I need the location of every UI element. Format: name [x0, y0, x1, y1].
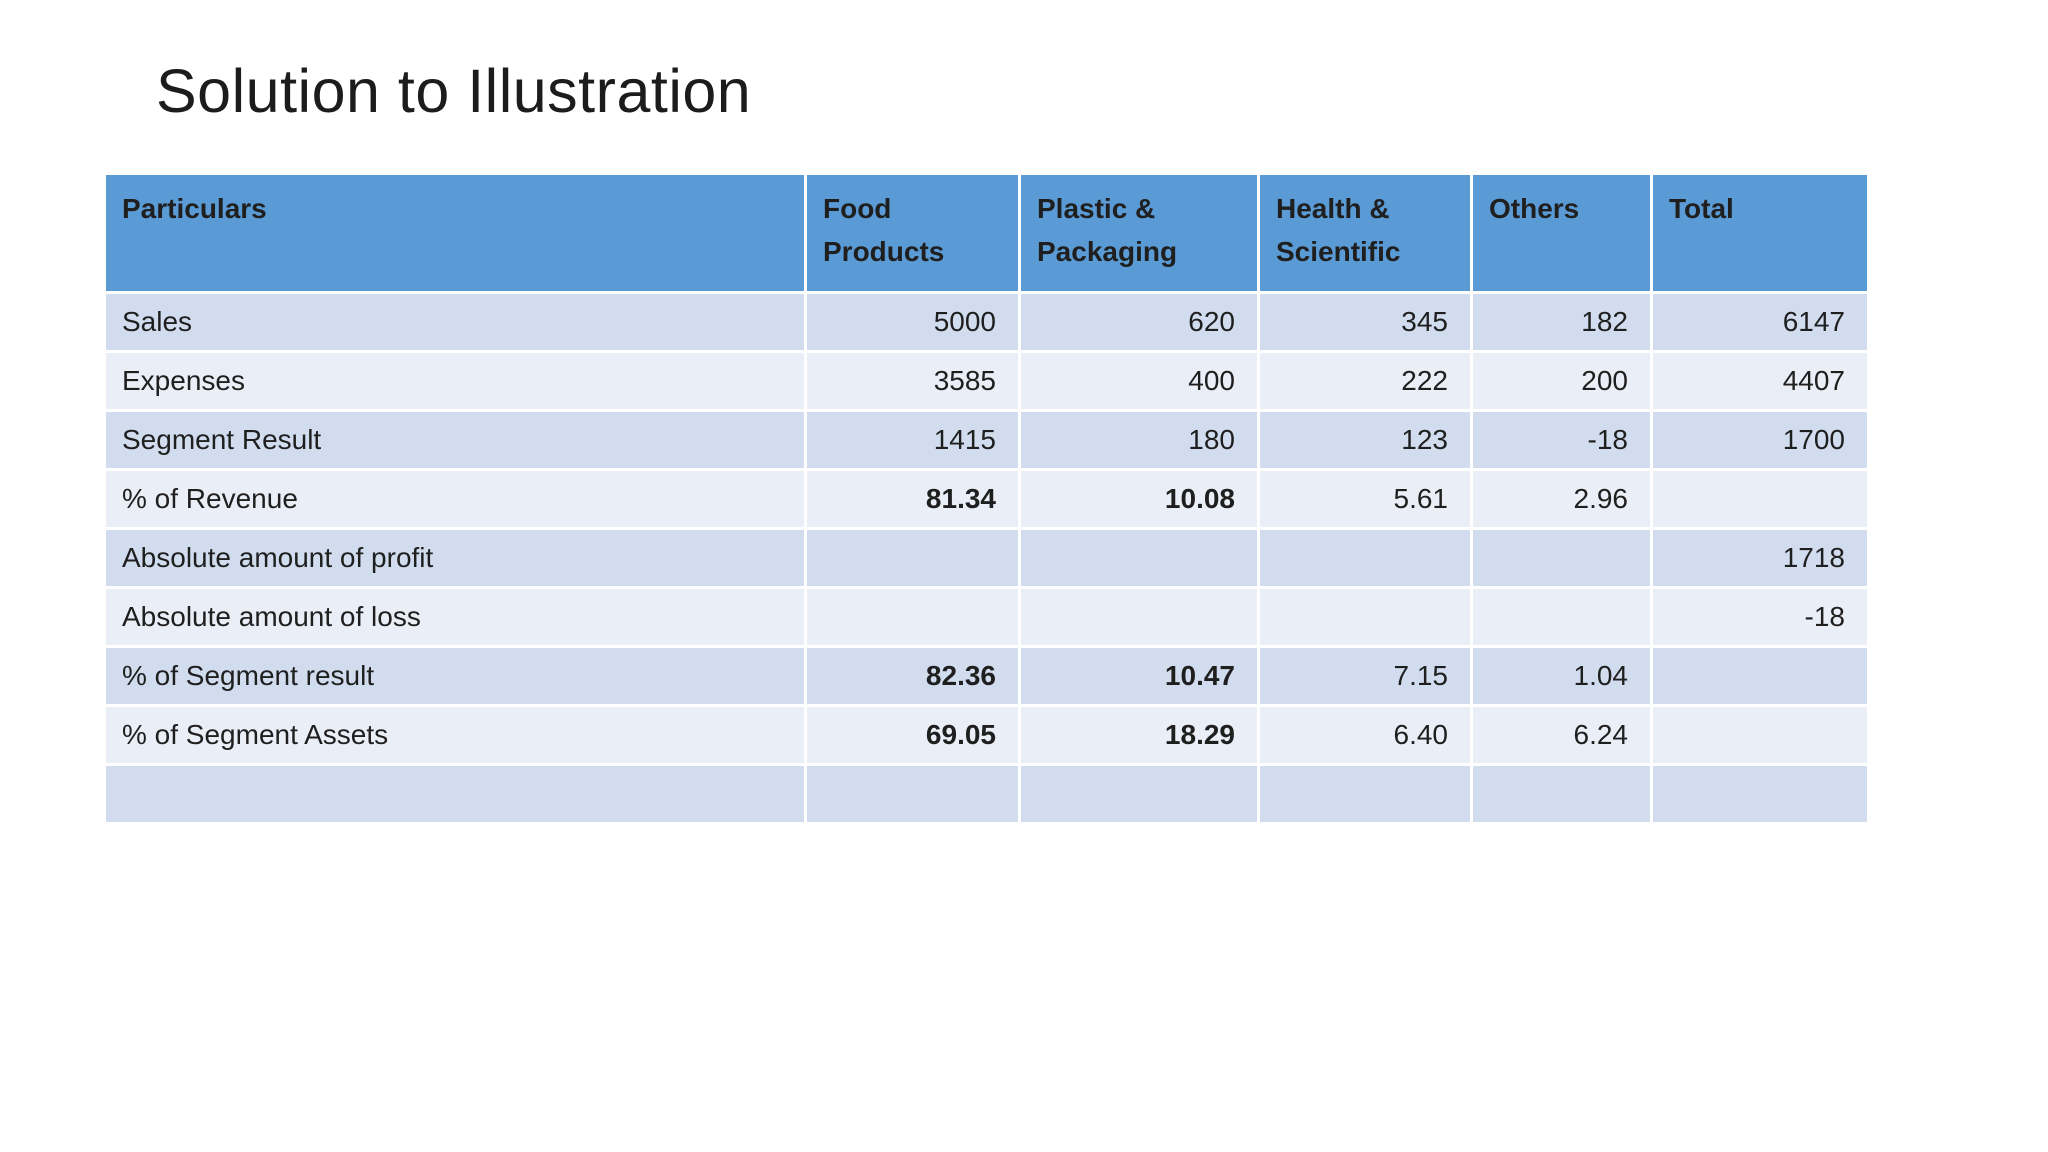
table-cell: 5000	[804, 291, 1021, 353]
table-cell	[1257, 586, 1473, 648]
column-header-health-scientific: Health & Scientific	[1257, 172, 1473, 294]
table-cell	[1470, 586, 1653, 648]
table-cell: 180	[1018, 409, 1260, 471]
table-cell	[1470, 763, 1653, 825]
column-header-others: Others	[1470, 172, 1653, 294]
table-cell	[1257, 763, 1473, 825]
table-cell: 620	[1018, 291, 1260, 353]
table-row-sales: Sales 5000 620 345 182 6147	[103, 291, 1870, 353]
table-cell: 18.29	[1018, 704, 1260, 766]
slide-title: Solution to Illustration	[156, 57, 752, 125]
table-cell: 6.40	[1257, 704, 1473, 766]
table-row-pct-segment-result: % of Segment result 82.36 10.47 7.15 1.0…	[103, 645, 1870, 707]
table-row-expenses: Expenses 3585 400 222 200 4407	[103, 350, 1870, 412]
table-cell: 7.15	[1257, 645, 1473, 707]
table-row-empty	[103, 763, 1870, 825]
table-cell: 1.04	[1470, 645, 1653, 707]
table-cell	[1018, 763, 1260, 825]
table-cell	[804, 763, 1021, 825]
table-header-row: Particulars Food Products Plastic & Pack…	[103, 172, 1870, 294]
table-row-segment-result: Segment Result 1415 180 123 -18 1700	[103, 409, 1870, 471]
row-label: Sales	[103, 291, 807, 353]
row-label: Absolute amount of profit	[103, 527, 807, 589]
table-cell	[1650, 645, 1870, 707]
segment-results-table: Particulars Food Products Plastic & Pack…	[103, 172, 1870, 825]
table-cell: 222	[1257, 350, 1473, 412]
table-cell: 10.47	[1018, 645, 1260, 707]
table-cell: -18	[1470, 409, 1653, 471]
table-cell: -18	[1650, 586, 1870, 648]
table-cell	[1650, 763, 1870, 825]
column-header-particulars: Particulars	[103, 172, 807, 294]
table-row-pct-revenue: % of Revenue 81.34 10.08 5.61 2.96	[103, 468, 1870, 530]
table-cell: 10.08	[1018, 468, 1260, 530]
table-cell: 182	[1470, 291, 1653, 353]
table-cell	[804, 586, 1021, 648]
table-cell: 82.36	[804, 645, 1021, 707]
table-cell	[1650, 704, 1870, 766]
column-header-total: Total	[1650, 172, 1870, 294]
table-cell	[1018, 586, 1260, 648]
table-cell: 81.34	[804, 468, 1021, 530]
table-cell: 200	[1470, 350, 1653, 412]
row-label: % of Segment result	[103, 645, 807, 707]
table-cell: 1718	[1650, 527, 1870, 589]
table-row-absolute-loss: Absolute amount of loss -18	[103, 586, 1870, 648]
table-cell: 4407	[1650, 350, 1870, 412]
table-cell: 5.61	[1257, 468, 1473, 530]
table-cell: 1415	[804, 409, 1021, 471]
row-label	[103, 763, 807, 825]
row-label: Segment Result	[103, 409, 807, 471]
table-cell: 3585	[804, 350, 1021, 412]
table-cell: 6.24	[1470, 704, 1653, 766]
table-cell: 2.96	[1470, 468, 1653, 530]
table-cell: 69.05	[804, 704, 1021, 766]
column-header-plastic-packaging: Plastic & Packaging	[1018, 172, 1260, 294]
table-cell: 400	[1018, 350, 1260, 412]
table-cell	[1470, 527, 1653, 589]
table-cell: 6147	[1650, 291, 1870, 353]
row-label: % of Revenue	[103, 468, 807, 530]
row-label: Expenses	[103, 350, 807, 412]
table-cell	[804, 527, 1021, 589]
row-label: Absolute amount of loss	[103, 586, 807, 648]
table-row-pct-segment-assets: % of Segment Assets 69.05 18.29 6.40 6.2…	[103, 704, 1870, 766]
table-cell	[1257, 527, 1473, 589]
column-header-food-products: Food Products	[804, 172, 1021, 294]
table-cell: 345	[1257, 291, 1473, 353]
table-cell: 1700	[1650, 409, 1870, 471]
table-cell	[1018, 527, 1260, 589]
table-cell: 123	[1257, 409, 1473, 471]
table-cell	[1650, 468, 1870, 530]
table-row-absolute-profit: Absolute amount of profit 1718	[103, 527, 1870, 589]
row-label: % of Segment Assets	[103, 704, 807, 766]
